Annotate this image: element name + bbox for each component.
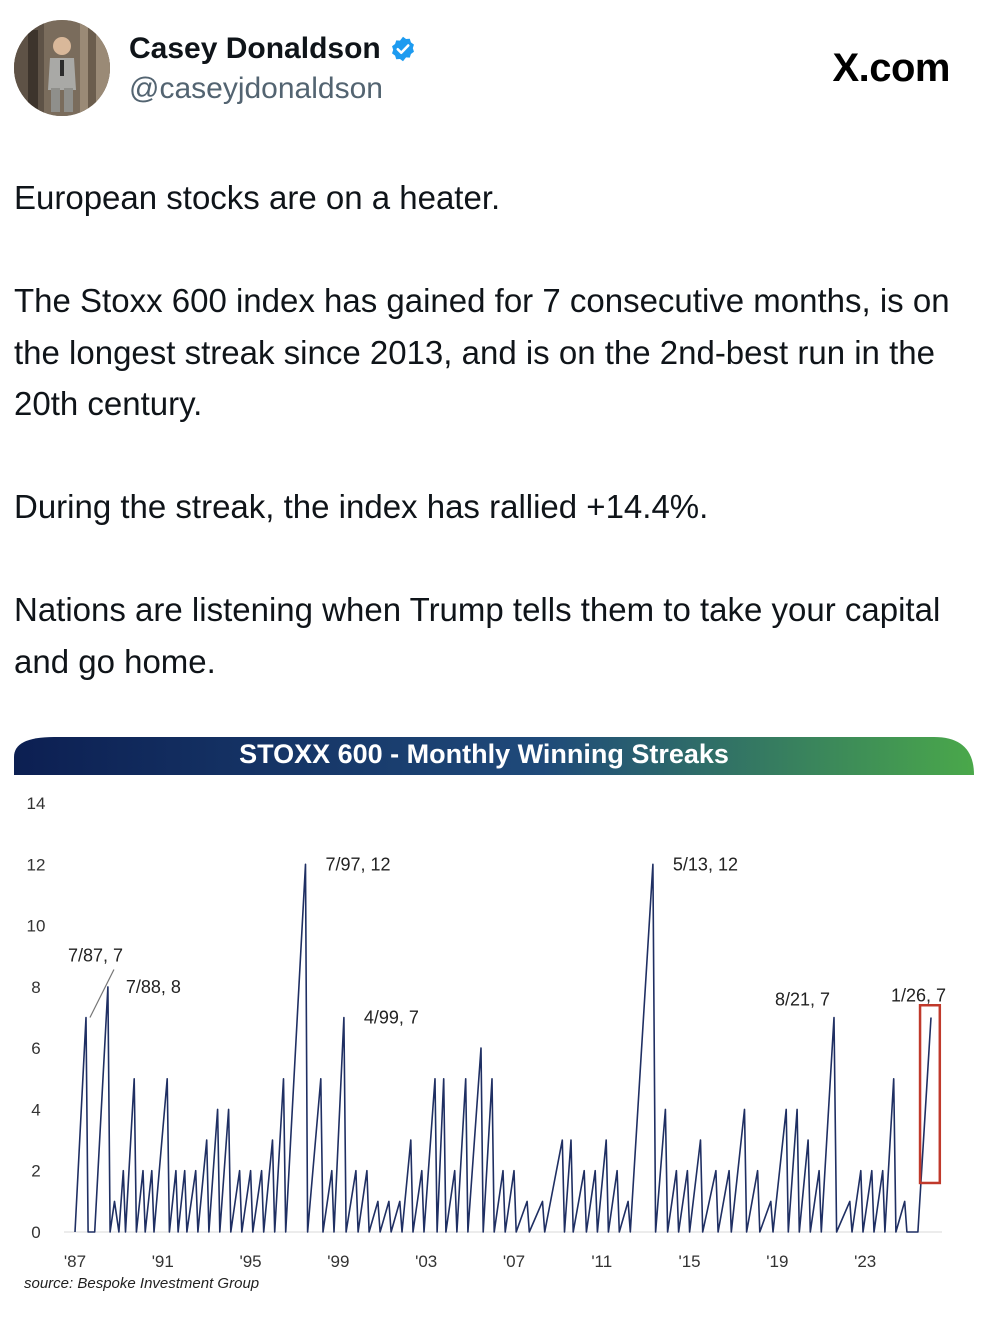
winning-streaks-chart: STOXX 600 - Monthly Winning Streaks 0 2 4 6…	[14, 737, 974, 1292]
chart-image: STOXX 600 - Monthly Winning Streaks 0 2 4 6…	[14, 735, 974, 1295]
x-tick-label: '23	[854, 1252, 876, 1271]
y-tick-label: 4	[31, 1100, 40, 1119]
user-handle[interactable]: @caseyjdonaldson	[129, 72, 383, 105]
x-tick-label: '03	[415, 1252, 437, 1271]
tweet-body: European stocks are on a heater. The Sto…	[14, 179, 950, 680]
streak-series-line	[74, 863, 932, 1233]
annotation-label: 7/88, 8	[126, 977, 181, 997]
y-tick-label: 14	[27, 794, 46, 813]
annotation-label: 1/26, 7	[891, 986, 946, 1006]
x-tick-label: '87	[64, 1252, 86, 1271]
chart-title-banner	[14, 737, 974, 775]
site-logo: X.com	[832, 46, 950, 90]
y-tick-label: 10	[27, 917, 46, 936]
display-name[interactable]: Casey Donaldson	[129, 32, 381, 65]
annotations: 7/87, 77/88, 8 7/97, 12 4/99, 7 5/13, 12 8/2…	[68, 854, 946, 1027]
annotation-label: 5/13, 12	[673, 854, 738, 874]
annotation-label: 7/97, 12	[325, 854, 390, 874]
y-tick-label: 2	[31, 1162, 40, 1181]
verified-badge-icon	[391, 36, 414, 62]
x-tick-label: '15	[678, 1252, 700, 1271]
x-tick-label: '95	[239, 1252, 261, 1271]
annotation-label: 7/87, 7	[68, 946, 123, 966]
x-tick-label: '99	[327, 1252, 349, 1271]
x-tick-label: '07	[503, 1252, 525, 1271]
profile-photo-icon	[14, 20, 110, 116]
x-tick-label: '91	[152, 1252, 174, 1271]
x-tick-label: '11	[591, 1252, 612, 1271]
y-axis: 0 2 4 6 8 10 12 14	[27, 794, 46, 1242]
y-tick-label: 8	[31, 978, 40, 997]
annotation-leader-line	[89, 969, 115, 1018]
annotation-label: 4/99, 7	[364, 1008, 419, 1028]
current-streak-highlight	[918, 1003, 942, 1185]
tweet-header: Casey Donaldson @caseyjdonaldson X.com	[14, 20, 970, 120]
chart-source: source: Bespoke Investment Group	[24, 1275, 259, 1292]
x-tick-label: '19	[766, 1252, 788, 1271]
y-tick-label: 6	[31, 1039, 40, 1058]
x-axis: '87 '91 '95 '99 '03 '07 '11 '15 '19 '23	[64, 1252, 876, 1271]
annotation-label: 8/21, 7	[775, 990, 830, 1010]
y-tick-label: 12	[27, 855, 46, 874]
y-tick-label: 0	[31, 1223, 40, 1242]
chart-title: STOXX 600 - Monthly Winning Streaks	[239, 739, 729, 769]
avatar[interactable]	[14, 20, 110, 116]
